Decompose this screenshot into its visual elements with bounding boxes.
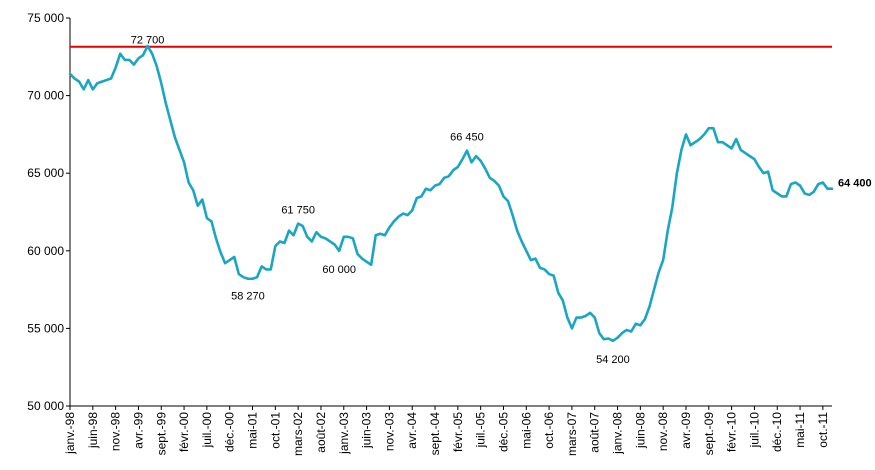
- x-tick-label: janv.-03: [337, 412, 351, 455]
- x-tick-label: oct.-06: [542, 412, 556, 449]
- data-label: 72 700: [131, 35, 165, 47]
- x-tick-label: janv.-08: [611, 412, 625, 455]
- x-tick-label: oct.-11: [816, 412, 830, 448]
- x-tick-label: juin-03: [360, 412, 374, 449]
- x-tick-label: juil.-10: [747, 412, 761, 449]
- x-tick-label: avr.-04: [405, 412, 419, 449]
- x-tick-label: févr.-00: [177, 412, 191, 452]
- x-tick-label: mars-02: [291, 412, 305, 456]
- x-tick-label: janv.-98: [63, 412, 77, 455]
- x-tick-label: juil.-05: [474, 412, 488, 449]
- y-tick-label: 65 000: [27, 166, 64, 180]
- x-tick-label: févr.-10: [725, 412, 739, 452]
- x-tick-label: sept.-04: [428, 412, 442, 456]
- data-label: 61 750: [281, 205, 315, 217]
- x-tick-label: juil.-00: [200, 412, 214, 449]
- y-tick-label: 70 000: [27, 89, 64, 103]
- x-tick-label: nov.-08: [656, 412, 670, 451]
- x-tick-label: nov.-03: [382, 412, 396, 451]
- x-tick-label: avr.-99: [131, 412, 145, 449]
- x-tick-label: mai-11: [793, 412, 807, 448]
- x-tick-label: oct.-01: [268, 412, 282, 449]
- x-tick-label: déc.-10: [770, 412, 784, 452]
- data-label: 54 200: [596, 354, 630, 366]
- x-tick-label: mai-01: [246, 412, 260, 449]
- y-tick-label: 55 000: [27, 321, 64, 335]
- x-tick-label: avr.-09: [679, 412, 693, 449]
- x-tick-label: juin-08: [633, 412, 647, 449]
- x-tick-label: déc.-05: [496, 412, 510, 452]
- x-tick-label: févr.-05: [451, 412, 465, 452]
- x-tick-label: août-02: [314, 412, 328, 453]
- data-label: 64 400: [838, 178, 872, 190]
- x-tick-label: sept.-99: [154, 412, 168, 456]
- data-label: 60 000: [322, 264, 356, 276]
- series-line: [68, 44, 834, 343]
- x-tick-label: août-07: [588, 412, 602, 453]
- data-label: 66 450: [450, 132, 484, 144]
- x-tick-label: déc.-00: [223, 412, 237, 452]
- x-tick-label: juin-98: [86, 412, 100, 449]
- x-tick-label: sept.-09: [702, 412, 716, 456]
- y-tick-label: 60 000: [27, 244, 64, 258]
- x-tick-label: mai-06: [519, 412, 533, 449]
- data-label: 58 270: [231, 291, 265, 303]
- y-tick-label: 75 000: [27, 11, 64, 25]
- x-tick-label: mars-07: [565, 412, 579, 456]
- y-tick-label: 50 000: [27, 399, 64, 413]
- x-tick-label: nov.-98: [109, 412, 123, 451]
